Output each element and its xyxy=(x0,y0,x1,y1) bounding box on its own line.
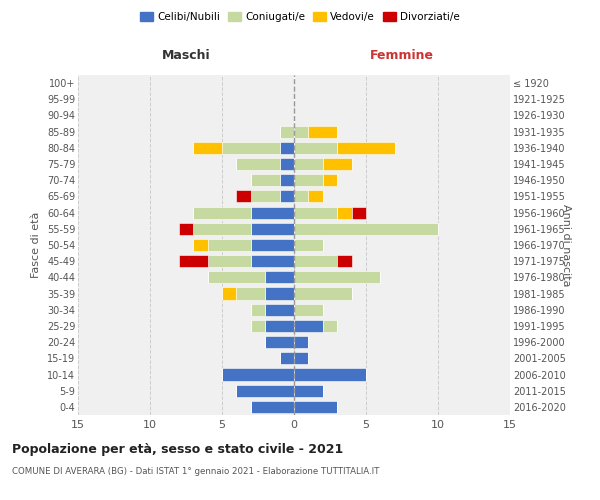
Bar xyxy=(236,190,251,202)
Legend: Celibi/Nubili, Coniugati/e, Vedovi/e, Divorziati/e: Celibi/Nubili, Coniugati/e, Vedovi/e, Di… xyxy=(136,8,464,26)
Bar xyxy=(352,206,366,218)
Bar xyxy=(193,206,251,218)
Bar xyxy=(294,401,337,413)
Bar xyxy=(222,142,280,154)
Y-axis label: Fasce di età: Fasce di età xyxy=(31,212,41,278)
Bar xyxy=(294,158,323,170)
Bar xyxy=(308,126,337,138)
Bar xyxy=(280,142,294,154)
Bar xyxy=(193,142,222,154)
Bar xyxy=(280,190,294,202)
Bar xyxy=(323,158,352,170)
Bar xyxy=(294,304,323,316)
Bar xyxy=(265,336,294,348)
Bar xyxy=(236,288,265,300)
Bar xyxy=(280,352,294,364)
Bar xyxy=(251,255,294,268)
Bar xyxy=(222,288,236,300)
Text: COMUNE DI AVERARA (BG) - Dati ISTAT 1° gennaio 2021 - Elaborazione TUTTITALIA.IT: COMUNE DI AVERARA (BG) - Dati ISTAT 1° g… xyxy=(12,468,379,476)
Bar xyxy=(337,142,395,154)
Bar xyxy=(294,384,323,397)
Y-axis label: Anni di nascita: Anni di nascita xyxy=(561,204,571,286)
Bar xyxy=(294,174,323,186)
Bar xyxy=(193,239,208,251)
Bar xyxy=(294,190,308,202)
Bar xyxy=(280,158,294,170)
Bar xyxy=(265,288,294,300)
Bar xyxy=(294,142,337,154)
Bar xyxy=(294,222,438,235)
Text: Popolazione per età, sesso e stato civile - 2021: Popolazione per età, sesso e stato civil… xyxy=(12,442,343,456)
Bar xyxy=(294,368,366,380)
Bar xyxy=(222,368,294,380)
Bar xyxy=(208,255,251,268)
Bar xyxy=(280,174,294,186)
Bar xyxy=(251,206,294,218)
Bar xyxy=(265,272,294,283)
Bar xyxy=(236,158,280,170)
Bar xyxy=(294,206,337,218)
Bar xyxy=(294,320,323,332)
Bar xyxy=(337,206,352,218)
Bar xyxy=(236,384,294,397)
Bar xyxy=(265,320,294,332)
Bar xyxy=(251,239,294,251)
Bar xyxy=(265,304,294,316)
Bar xyxy=(294,239,323,251)
Bar xyxy=(323,320,337,332)
Bar xyxy=(323,174,337,186)
Bar xyxy=(251,304,265,316)
Bar xyxy=(294,288,352,300)
Bar xyxy=(179,222,193,235)
Text: Maschi: Maschi xyxy=(161,50,211,62)
Bar xyxy=(251,401,294,413)
Bar xyxy=(280,126,294,138)
Bar xyxy=(294,255,337,268)
Bar xyxy=(294,336,308,348)
Bar xyxy=(193,222,251,235)
Bar xyxy=(208,272,265,283)
Bar xyxy=(294,126,308,138)
Bar xyxy=(179,255,208,268)
Bar xyxy=(251,222,294,235)
Bar xyxy=(251,174,280,186)
Bar xyxy=(208,239,251,251)
Bar xyxy=(251,320,265,332)
Bar xyxy=(294,352,308,364)
Text: Femmine: Femmine xyxy=(370,50,434,62)
Bar xyxy=(308,190,323,202)
Bar xyxy=(294,272,380,283)
Bar xyxy=(251,190,280,202)
Bar xyxy=(337,255,352,268)
